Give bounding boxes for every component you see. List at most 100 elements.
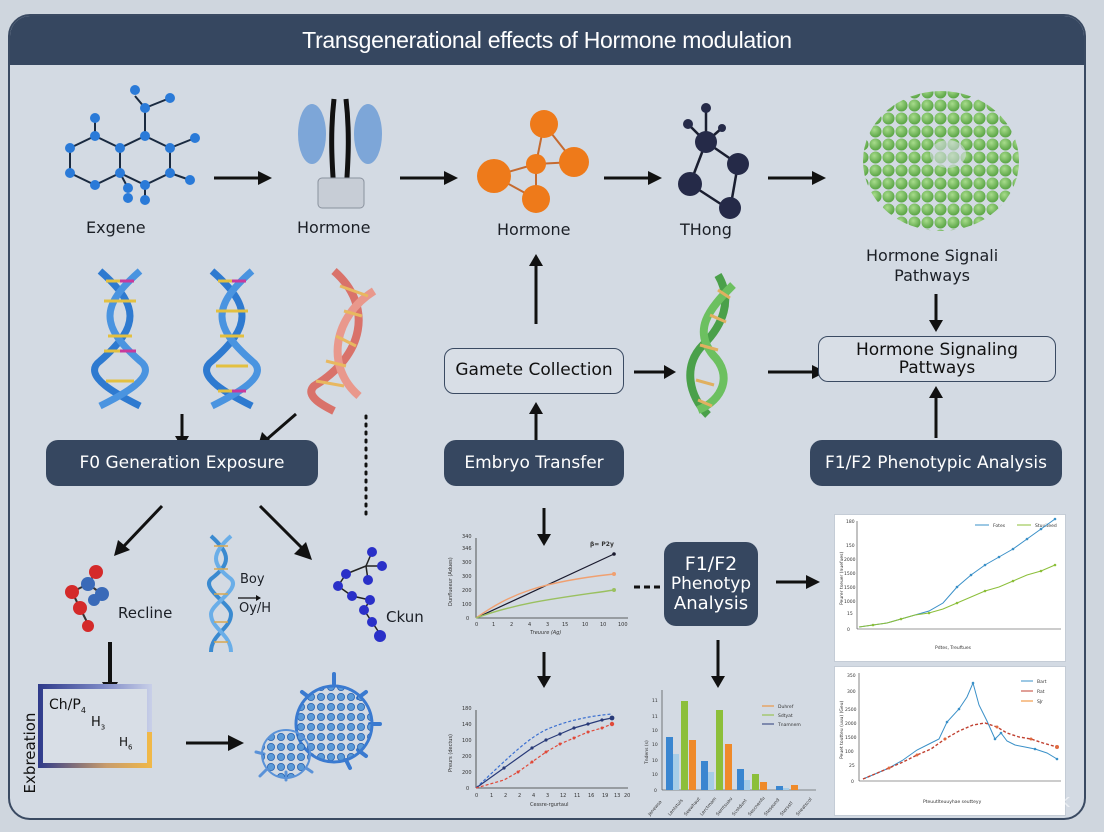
svg-text:Sneatscol: Sneatscol [795, 797, 814, 818]
svg-text:0: 0 [475, 793, 478, 799]
svg-text:140: 140 [462, 722, 472, 728]
svg-text:Pdtes, Treuftues: Pdtes, Treuftues [935, 645, 972, 651]
svg-text:15: 15 [847, 611, 853, 617]
arrow-down-icon [929, 294, 943, 332]
svg-text:20: 20 [624, 793, 630, 799]
svg-text:350: 350 [847, 673, 856, 679]
svg-text:0: 0 [475, 622, 478, 628]
label-boy: Boy [240, 572, 265, 587]
arrow-right-icon [776, 575, 820, 589]
svg-text:300: 300 [847, 689, 856, 695]
svg-text:2: 2 [510, 622, 513, 628]
embryo-transfer-box[interactable]: Embryo Transfer [444, 440, 624, 486]
svg-text:10: 10 [652, 742, 658, 748]
svg-text:180: 180 [846, 519, 855, 525]
label-recline: Recline [118, 604, 173, 622]
svg-text:13: 13 [614, 793, 620, 799]
f1f2-phenotyp-analysis-box[interactable]: F1/F2 Phenotyp Analysis [664, 542, 758, 626]
title-bar: Transgenerational effects of Hormone mod… [10, 16, 1084, 65]
svg-text:200: 200 [462, 770, 472, 776]
svg-text:0: 0 [654, 788, 657, 794]
svg-text:1500: 1500 [845, 735, 857, 741]
svg-text:Jenewsa: Jenewsa [646, 799, 663, 818]
svg-text:SJr: SJr [1037, 699, 1043, 705]
svg-text:11: 11 [652, 698, 658, 704]
f1f2-phenotypic-analysis-box[interactable]: F1/F2 Phenotypic Analysis [810, 440, 1062, 486]
svg-text:100: 100 [462, 602, 472, 608]
svg-text:4: 4 [528, 622, 531, 628]
arrow-down-right-icon [258, 504, 312, 560]
gland-organ-icon [298, 98, 382, 209]
arrow-down-icon [711, 640, 725, 688]
svg-text:1000: 1000 [844, 599, 856, 605]
arrow-down-icon [537, 508, 551, 546]
chart-d-bar: 0 10 10 10 10 11 11 Tndens (s) Duhref Sdtyat T… [644, 690, 816, 818]
svg-text:10: 10 [582, 622, 588, 628]
svg-text:Pteuutlteuuyhae seutteyy: Pteuutlteuuyhae seutteyy [923, 799, 982, 805]
svg-text:Preurs (dectus): Preurs (dectus) [448, 734, 454, 772]
molecule-navy-icon [678, 103, 749, 219]
svg-text:0: 0 [466, 786, 469, 792]
svg-text:Rat: Rat [1037, 689, 1045, 695]
svg-text:Fotes: Fotes [993, 523, 1006, 529]
svg-text:4: 4 [532, 793, 535, 799]
arrow-down-icon [537, 652, 551, 688]
label-hormone-signal-pathways: Hormone Signali Pathways [866, 246, 999, 285]
svg-text:2500: 2500 [845, 707, 857, 713]
svg-text:25: 25 [849, 763, 855, 769]
svg-text:11: 11 [574, 793, 580, 799]
svg-text:0: 0 [851, 779, 854, 785]
arrow-right-icon [634, 365, 676, 379]
watermark-label: Grok [1027, 791, 1070, 812]
svg-text:Stersstl: Stersstl [779, 800, 794, 817]
arrow-right-icon [604, 171, 662, 185]
arrow-up-icon [529, 254, 543, 324]
svg-text:19: 19 [602, 793, 608, 799]
cell-cluster-green-icon [863, 91, 1019, 231]
diagram-frame: Transgenerational effects of Hormone mod… [8, 14, 1086, 820]
arrow-up-icon [929, 386, 943, 438]
svg-text:300: 300 [462, 560, 472, 566]
expression-heatmap-box: Ch/P4 H3 H6 [38, 684, 152, 768]
molecule-red-blue-icon [65, 565, 109, 632]
gamete-collection-box[interactable]: Gamete Collection [444, 348, 624, 394]
svg-text:2: 2 [504, 793, 507, 799]
svg-text:10: 10 [600, 622, 606, 628]
svg-text:Duhref: Duhref [778, 704, 794, 710]
hormone-signaling-pathways-box[interactable]: Hormone Signaling Pattways [818, 336, 1056, 382]
svg-text:180: 180 [462, 706, 472, 712]
svg-text:β= P2y: β= P2y [590, 541, 614, 548]
svg-text:10: 10 [652, 728, 658, 734]
svg-text:2000: 2000 [845, 721, 857, 727]
svg-text:Bart: Bart [1037, 679, 1047, 685]
svg-text:100: 100 [618, 622, 628, 628]
label-exgene: Exgene [86, 218, 146, 237]
svg-text:340: 340 [462, 534, 472, 540]
svg-text:200: 200 [462, 754, 472, 760]
arrow-down-left-icon [114, 504, 164, 556]
svg-text:Treuure (Ag): Treuure (Ag) [530, 630, 561, 636]
label-ckun: Ckun [386, 608, 424, 626]
svg-text:1: 1 [490, 793, 493, 799]
svg-text:150: 150 [846, 543, 855, 549]
small-arrow-icon [238, 595, 261, 601]
svg-text:Cessre-rgurtaul: Cessre-rgurtaul [530, 802, 569, 808]
expression-axis-label: Exbreation [21, 712, 39, 794]
svg-text:Lentstuls: Lentstuls [667, 797, 685, 817]
svg-text:3: 3 [546, 793, 549, 799]
page-title: Transgenerational effects of Hormone mod… [302, 27, 792, 53]
dna-small-blue-icon [206, 534, 236, 653]
svg-text:15: 15 [562, 622, 568, 628]
svg-text:Peurer tseuer (nuefues): Peurer tseuer (nuefues) [839, 551, 845, 605]
svg-text:12: 12 [560, 793, 566, 799]
dna-blue-icon [203, 268, 261, 410]
f0-generation-exposure-box[interactable]: F0 Generation Exposure [46, 440, 318, 486]
dashed-connector [634, 585, 664, 589]
chart-b-line: 0 15 1000 1500 1500 2000 150 180 Peurer tseuer … [839, 517, 1061, 651]
dna-blue-icon [91, 268, 149, 410]
svg-text:0: 0 [466, 616, 469, 622]
dna-pink-icon [307, 267, 377, 415]
arrow-right-icon [186, 735, 244, 751]
molecule-orange-icon [477, 110, 589, 213]
